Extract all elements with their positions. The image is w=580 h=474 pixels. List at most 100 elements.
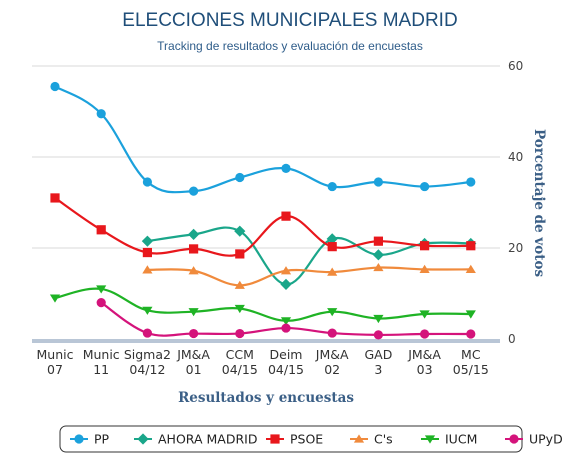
data-point bbox=[50, 81, 60, 92]
x-axis-line bbox=[32, 339, 500, 343]
data-point bbox=[280, 278, 292, 290]
legend-marker bbox=[424, 435, 436, 444]
data-point bbox=[96, 298, 106, 308]
legend-item: PP bbox=[70, 432, 110, 447]
legend-item: IUCM bbox=[421, 432, 477, 447]
data-point bbox=[189, 244, 199, 254]
data-point bbox=[373, 330, 383, 340]
data-point bbox=[373, 314, 384, 324]
data-point bbox=[49, 294, 61, 303]
y-tick-label: 0 bbox=[508, 332, 516, 346]
data-point bbox=[189, 186, 199, 196]
legend: PP AHORA MADRID PSOE C's IUCM UPyD bbox=[70, 432, 563, 447]
data-point bbox=[142, 247, 152, 258]
y-tick-label: 40 bbox=[508, 150, 523, 164]
data-point bbox=[234, 225, 246, 237]
x-tick-label: Deim bbox=[270, 347, 303, 362]
legend-item: UPyD bbox=[505, 432, 563, 447]
data-point bbox=[141, 235, 153, 247]
x-tick-label: JM&A bbox=[407, 347, 441, 362]
data-point bbox=[466, 329, 476, 339]
data-point bbox=[234, 280, 245, 289]
data-point bbox=[327, 308, 338, 317]
x-tick-label: 3 bbox=[374, 362, 382, 377]
series-line bbox=[54, 85, 471, 194]
x-tick-label: JM&A bbox=[176, 347, 210, 362]
legend-label: C's bbox=[374, 432, 393, 447]
x-tick-label: Munic bbox=[37, 347, 74, 362]
x-tick-label: 04/12 bbox=[129, 362, 165, 377]
gridlines bbox=[32, 65, 500, 249]
data-point bbox=[327, 242, 337, 252]
x-tick-label: Munic bbox=[83, 347, 120, 362]
legend-label: UPyD bbox=[529, 432, 563, 447]
x-tick-label: CCM bbox=[226, 347, 254, 362]
legend-marker bbox=[137, 433, 149, 445]
series-iucm bbox=[49, 285, 476, 326]
legend-item: C's bbox=[350, 432, 393, 447]
legend-marker bbox=[509, 434, 519, 444]
data-point bbox=[142, 265, 153, 274]
data-point bbox=[235, 172, 245, 183]
x-tick-label: 02 bbox=[324, 362, 340, 377]
data-point bbox=[373, 236, 383, 246]
data-point bbox=[234, 304, 245, 314]
series-psoe bbox=[50, 193, 476, 259]
legend-marker bbox=[270, 434, 280, 444]
x-tick-label: JM&A bbox=[315, 347, 349, 362]
series-pp bbox=[50, 81, 476, 196]
series-ahora-madrid bbox=[141, 225, 477, 290]
data-point bbox=[281, 211, 291, 221]
data-point bbox=[420, 329, 430, 339]
data-point bbox=[280, 317, 292, 326]
data-point bbox=[142, 328, 152, 338]
data-point bbox=[188, 266, 199, 275]
data-point bbox=[189, 328, 199, 339]
data-point bbox=[465, 310, 476, 319]
series-c-s bbox=[142, 262, 476, 289]
x-tick-label: 03 bbox=[417, 362, 433, 377]
series-line bbox=[54, 197, 471, 257]
data-point bbox=[327, 181, 337, 192]
data-point bbox=[96, 285, 107, 294]
legend-item: AHORA MADRID bbox=[134, 432, 257, 447]
data-point bbox=[373, 177, 383, 187]
data-point bbox=[372, 249, 384, 261]
data-point bbox=[142, 306, 153, 315]
data-point bbox=[419, 310, 430, 319]
data-point bbox=[326, 233, 338, 245]
legend-label: PP bbox=[94, 432, 110, 447]
data-point bbox=[235, 249, 245, 259]
x-axis-ticks: Munic07Munic11Sigma204/12JM&A01CCM04/15D… bbox=[37, 347, 489, 377]
data-point bbox=[188, 228, 200, 240]
x-tick-label: GAD bbox=[364, 347, 392, 362]
x-tick-label: 05/15 bbox=[453, 362, 489, 377]
legend-marker bbox=[353, 434, 365, 443]
data-point bbox=[188, 308, 199, 317]
y-axis-ticks: 0 20 40 60 bbox=[508, 59, 523, 346]
y-tick-label: 20 bbox=[508, 241, 523, 255]
legend-label: AHORA MADRID bbox=[158, 432, 257, 447]
data-point bbox=[281, 163, 291, 173]
data-point bbox=[281, 323, 291, 333]
data-point bbox=[465, 264, 476, 273]
series-layer bbox=[49, 81, 477, 340]
x-tick-label: 04/15 bbox=[222, 362, 258, 377]
data-point bbox=[373, 262, 384, 272]
legend-label: PSOE bbox=[290, 432, 323, 447]
chart-title: ELECCIONES MUNICIPALES MADRID bbox=[122, 10, 457, 31]
x-tick-label: 07 bbox=[47, 362, 63, 377]
data-point bbox=[466, 177, 476, 187]
x-tick-label: 04/15 bbox=[268, 362, 304, 377]
data-point bbox=[327, 328, 337, 338]
series-line bbox=[54, 287, 471, 322]
x-tick-label: 11 bbox=[93, 362, 109, 377]
data-point bbox=[96, 109, 106, 119]
data-point bbox=[50, 193, 60, 203]
series-upyd bbox=[96, 298, 476, 340]
data-point bbox=[327, 267, 338, 276]
x-tick-label: Sigma2 bbox=[124, 347, 171, 362]
data-point bbox=[280, 266, 292, 275]
data-point bbox=[142, 177, 152, 187]
